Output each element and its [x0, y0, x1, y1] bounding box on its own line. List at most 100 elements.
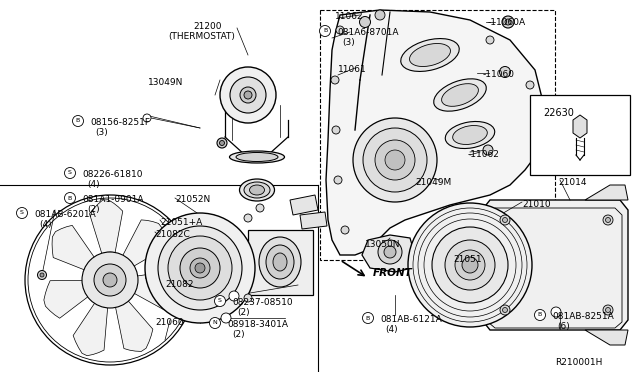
Polygon shape — [73, 302, 108, 356]
Text: 21010: 21010 — [522, 200, 550, 209]
Polygon shape — [482, 200, 628, 330]
Text: (4): (4) — [385, 325, 397, 334]
Text: S: S — [20, 211, 24, 215]
Circle shape — [526, 81, 534, 89]
Text: (3): (3) — [342, 38, 355, 47]
Ellipse shape — [244, 182, 270, 198]
Bar — [320, 10, 555, 260]
Polygon shape — [290, 195, 318, 215]
Polygon shape — [248, 230, 313, 295]
Circle shape — [244, 294, 252, 302]
Circle shape — [353, 118, 437, 202]
Text: 08918-3401A: 08918-3401A — [227, 320, 288, 329]
Ellipse shape — [230, 151, 285, 163]
Text: -11062: -11062 — [468, 150, 500, 159]
Circle shape — [209, 317, 221, 328]
Circle shape — [331, 76, 339, 84]
Text: 08237-08510: 08237-08510 — [232, 298, 292, 307]
Circle shape — [143, 114, 151, 122]
Circle shape — [502, 218, 508, 222]
Circle shape — [94, 264, 126, 296]
Circle shape — [341, 226, 349, 234]
Circle shape — [17, 208, 28, 218]
Polygon shape — [122, 220, 164, 267]
Circle shape — [244, 91, 252, 99]
Circle shape — [230, 77, 266, 113]
Text: 22630: 22630 — [543, 108, 574, 118]
Ellipse shape — [273, 253, 287, 271]
Text: B: B — [76, 119, 80, 124]
Bar — [530, 95, 630, 175]
Text: 21082: 21082 — [165, 280, 193, 289]
Circle shape — [505, 19, 511, 25]
Ellipse shape — [236, 153, 278, 161]
Circle shape — [375, 10, 385, 20]
Text: 21082C: 21082C — [155, 230, 189, 239]
Circle shape — [190, 258, 210, 278]
Ellipse shape — [401, 39, 460, 71]
Polygon shape — [52, 225, 95, 271]
Text: 08226-61810: 08226-61810 — [82, 170, 143, 179]
Circle shape — [82, 252, 138, 308]
Circle shape — [483, 145, 493, 155]
Circle shape — [500, 305, 510, 315]
Circle shape — [462, 257, 478, 273]
Text: 081A6-8701A: 081A6-8701A — [337, 28, 399, 37]
Text: 081AB-8251A: 081AB-8251A — [552, 312, 614, 321]
Circle shape — [256, 204, 264, 212]
Circle shape — [408, 203, 532, 327]
Circle shape — [158, 226, 242, 310]
Ellipse shape — [434, 79, 486, 111]
Text: (3): (3) — [95, 128, 108, 137]
Text: 21051: 21051 — [453, 255, 482, 264]
Circle shape — [220, 141, 225, 145]
Circle shape — [220, 67, 276, 123]
Polygon shape — [300, 212, 327, 229]
Circle shape — [221, 313, 231, 323]
Circle shape — [217, 138, 227, 148]
Circle shape — [534, 310, 545, 321]
Circle shape — [65, 192, 76, 203]
Text: N: N — [212, 321, 218, 326]
Text: (THERMOSTAT): (THERMOSTAT) — [168, 32, 235, 41]
Circle shape — [605, 218, 611, 222]
Circle shape — [180, 248, 220, 288]
Circle shape — [385, 150, 405, 170]
Text: R210001H: R210001H — [555, 358, 602, 367]
Circle shape — [378, 240, 402, 264]
Text: 21052N: 21052N — [175, 195, 211, 204]
Text: (4): (4) — [39, 220, 52, 229]
Text: -11060A: -11060A — [488, 18, 526, 27]
Ellipse shape — [259, 237, 301, 287]
Text: 081A1-0901A: 081A1-0901A — [82, 195, 143, 204]
Text: (2): (2) — [232, 330, 244, 339]
Circle shape — [240, 87, 256, 103]
Text: 081AB-6121A: 081AB-6121A — [380, 315, 442, 324]
Text: 13050N: 13050N — [365, 240, 401, 249]
Polygon shape — [326, 10, 545, 255]
Circle shape — [499, 67, 511, 77]
Text: FRONT: FRONT — [373, 268, 413, 278]
Text: S: S — [68, 170, 72, 176]
Ellipse shape — [452, 125, 487, 144]
Text: 21049M: 21049M — [415, 178, 451, 187]
Circle shape — [375, 140, 415, 180]
Circle shape — [195, 263, 205, 273]
Text: 08156-8251F: 08156-8251F — [90, 118, 150, 127]
Text: 11061: 11061 — [338, 65, 367, 74]
Ellipse shape — [442, 84, 478, 106]
Text: (4): (4) — [87, 180, 100, 189]
Text: 13049N: 13049N — [148, 78, 184, 87]
Circle shape — [502, 16, 514, 28]
Circle shape — [332, 126, 340, 134]
Circle shape — [145, 213, 255, 323]
Circle shape — [531, 136, 539, 144]
Polygon shape — [116, 299, 153, 352]
Circle shape — [500, 215, 510, 225]
Ellipse shape — [250, 185, 264, 195]
Ellipse shape — [266, 245, 294, 279]
Circle shape — [455, 250, 485, 280]
Circle shape — [72, 115, 83, 126]
Circle shape — [360, 16, 371, 28]
Circle shape — [319, 26, 330, 36]
